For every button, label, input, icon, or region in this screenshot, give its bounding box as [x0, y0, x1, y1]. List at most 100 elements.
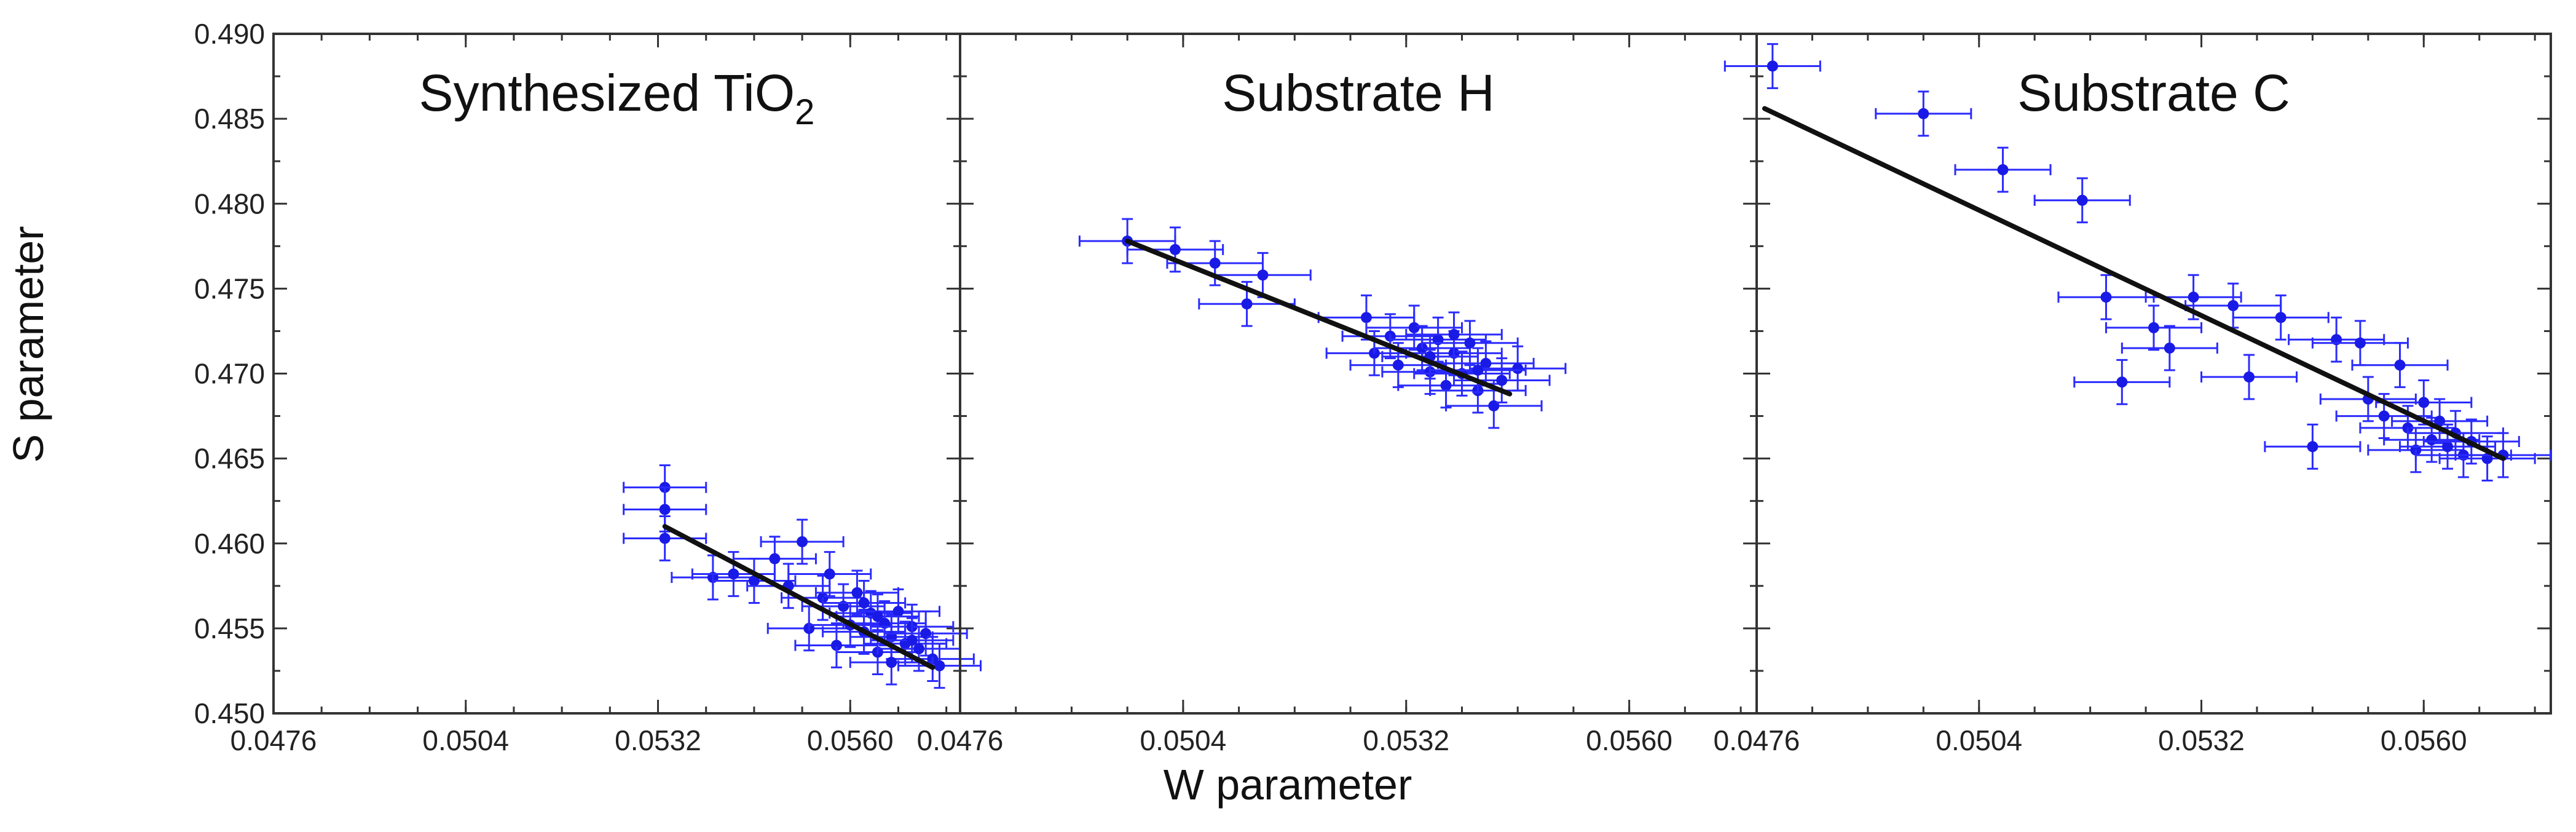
data-marker — [2275, 312, 2286, 323]
plot-frame — [1755, 33, 2552, 715]
data-point — [623, 515, 707, 561]
data-point — [2311, 320, 2409, 366]
data-marker — [892, 606, 904, 617]
x-tick-label: 0.0504 — [1140, 724, 1227, 756]
y-tick-label: 0.465 — [194, 443, 265, 475]
data-marker — [1392, 359, 1404, 371]
data-point — [2438, 435, 2536, 482]
data-point — [2200, 354, 2298, 400]
data-marker — [769, 553, 781, 565]
panel-title: Substrate C — [2017, 64, 2290, 122]
data-marker — [1209, 257, 1221, 269]
panel-substrate-h: 0.0476 0.0504 0.0532 0.0560 Substrate H — [917, 33, 1758, 756]
data-marker — [1480, 357, 1492, 369]
data-point — [2351, 342, 2449, 389]
data-marker — [2227, 300, 2239, 311]
data-marker — [2418, 397, 2430, 408]
x-tick-label: 0.0504 — [1936, 724, 2022, 756]
y-tick-label: 0.460 — [194, 528, 265, 560]
data-marker — [872, 611, 883, 622]
data-point — [1875, 90, 1972, 137]
data-marker — [748, 575, 760, 587]
data-point — [712, 558, 797, 604]
data-point — [1405, 311, 1503, 358]
data-marker — [2442, 441, 2454, 453]
data-point — [2232, 294, 2330, 341]
data-point — [760, 518, 845, 565]
fit-line — [1125, 239, 1513, 397]
data-point — [2454, 432, 2552, 478]
panel-substrate-c: 0.0476 0.0504 0.0532 0.0560 Substrate C — [1714, 33, 2552, 756]
data-marker — [1918, 108, 1929, 119]
data-point — [2375, 379, 2473, 426]
data-point — [1126, 226, 1224, 273]
data-marker — [1440, 379, 1452, 391]
data-point — [2105, 304, 2203, 351]
x-tick-label: 0.0504 — [422, 724, 509, 756]
data-marker — [1408, 322, 1420, 333]
data-point — [2033, 177, 2131, 224]
panel-title-subscript: 2 — [795, 92, 814, 132]
data-marker — [830, 640, 842, 651]
x-axis-title: W parameter — [1164, 761, 1412, 809]
data-marker — [659, 504, 671, 515]
data-marker — [824, 568, 835, 580]
data-marker — [851, 587, 863, 598]
data-marker — [886, 657, 897, 668]
x-tick-label: 0.0532 — [615, 724, 701, 756]
data-marker — [913, 643, 924, 655]
data-marker — [1767, 60, 1778, 72]
data-marker — [2164, 343, 2175, 354]
x-tick-label: 0.0560 — [2381, 724, 2467, 756]
data-marker — [1464, 337, 1476, 349]
data-marker — [1169, 244, 1181, 255]
data-marker — [2076, 194, 2088, 206]
data-marker — [934, 660, 945, 672]
data-point — [787, 551, 872, 597]
data-point — [2121, 325, 2218, 371]
data-point — [1954, 146, 2052, 193]
plot-frame — [959, 33, 1758, 715]
data-marker — [2378, 410, 2390, 422]
data-marker — [1360, 312, 1372, 323]
y-tick-label: 0.470 — [194, 358, 265, 390]
data-marker — [2394, 359, 2406, 371]
y-tick-label: 0.450 — [194, 697, 265, 729]
data-marker — [659, 533, 671, 544]
data-marker — [728, 568, 739, 580]
data-marker — [1472, 364, 1484, 376]
data-marker — [2100, 291, 2112, 303]
data-marker — [2354, 337, 2366, 349]
data-marker — [797, 536, 808, 547]
fit-line — [662, 524, 935, 670]
panel-title: Synthesized TiO2 — [419, 64, 815, 132]
data-point — [2264, 423, 2361, 470]
y-tick-label: 0.490 — [194, 18, 265, 50]
y-tick-label: 0.475 — [194, 272, 265, 304]
data-marker — [2188, 291, 2199, 303]
y-tick-label: 0.485 — [194, 103, 265, 135]
data-point — [897, 643, 982, 689]
y-tick-label: 0.455 — [194, 612, 265, 644]
data-marker — [1997, 164, 2009, 175]
data-marker — [1448, 328, 1460, 340]
data-point — [2073, 359, 2171, 405]
data-point — [2288, 316, 2385, 363]
panel-title: Substrate H — [1222, 64, 1495, 122]
data-marker — [1512, 363, 1524, 374]
x-tick-label: 0.0476 — [917, 724, 1004, 756]
data-marker — [2148, 322, 2159, 333]
data-point — [691, 551, 776, 597]
panel-synthesized-tio2: 0.450 0.455 0.460 0.465 0.470 0.475 0.480 0.485… — [194, 18, 982, 756]
x-tick-label: 0.0560 — [807, 724, 894, 756]
data-marker — [2243, 371, 2255, 383]
data-marker — [1257, 269, 1269, 281]
x-tick-label: 0.0532 — [2158, 724, 2245, 756]
data-marker — [2116, 376, 2128, 388]
y-axis-title: S parameter — [4, 226, 52, 462]
y-tick-label: 0.480 — [194, 188, 265, 220]
x-tick-label: 0.0560 — [1586, 724, 1672, 756]
data-marker — [1496, 374, 1508, 386]
x-tick-label: 0.0532 — [1363, 724, 1449, 756]
